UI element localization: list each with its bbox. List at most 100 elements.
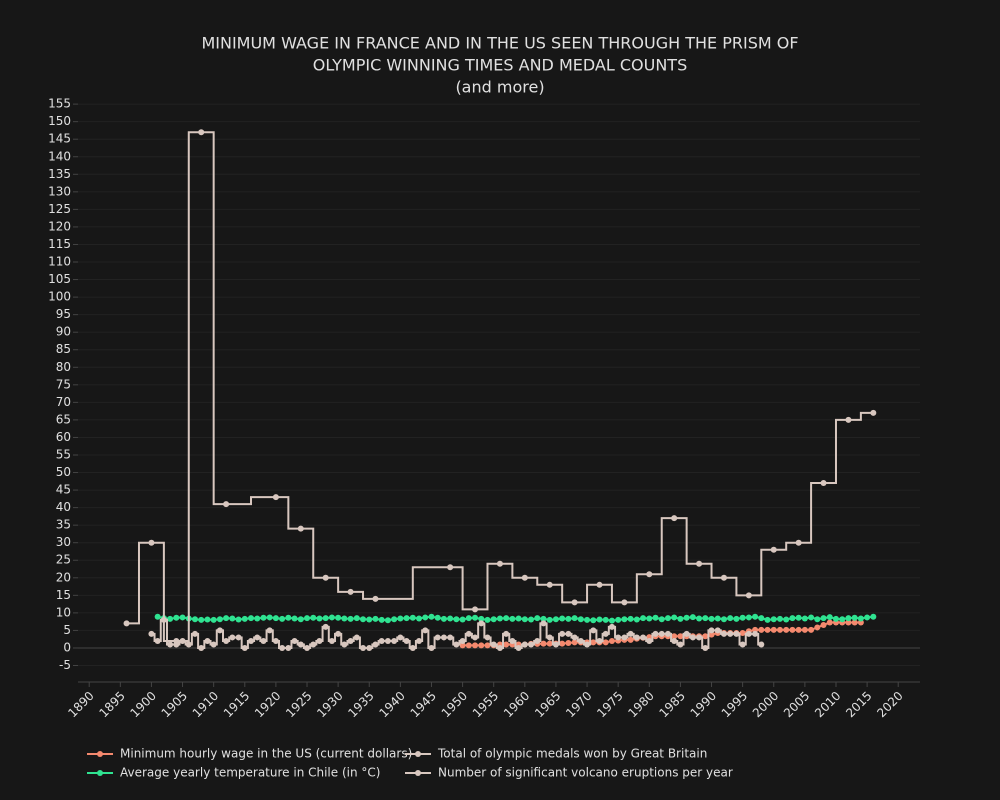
- marker: [434, 614, 441, 621]
- marker: [360, 644, 367, 651]
- marker: [727, 630, 734, 637]
- marker: [229, 634, 236, 641]
- marker: [559, 615, 566, 622]
- marker: [571, 639, 578, 646]
- y-tick-label: 10: [56, 605, 71, 619]
- marker: [254, 615, 261, 622]
- marker: [584, 641, 591, 648]
- marker: [484, 634, 491, 641]
- marker: [783, 626, 790, 633]
- marker: [123, 620, 130, 627]
- marker: [739, 614, 746, 621]
- marker: [745, 592, 752, 599]
- marker: [752, 630, 759, 637]
- marker: [546, 616, 553, 623]
- marker: [528, 641, 535, 648]
- marker: [702, 644, 709, 651]
- marker: [185, 641, 192, 648]
- marker: [590, 627, 597, 634]
- marker: [347, 615, 354, 622]
- marker: [515, 644, 522, 651]
- marker: [739, 630, 746, 637]
- marker: [640, 634, 647, 641]
- marker: [646, 637, 653, 644]
- marker: [179, 614, 186, 621]
- marker: [596, 616, 603, 623]
- marker: [496, 644, 503, 651]
- marker: [248, 615, 255, 622]
- marker: [216, 616, 223, 623]
- legend: Minimum hourly wage in the US (current d…: [87, 747, 733, 780]
- marker: [571, 599, 578, 606]
- y-tick-label: 85: [56, 342, 71, 356]
- legend-label: Number of significant volcano eruptions …: [438, 766, 733, 780]
- marker: [372, 595, 379, 602]
- marker: [671, 633, 678, 640]
- marker: [789, 626, 796, 633]
- marker: [602, 639, 609, 646]
- marker: [789, 615, 796, 622]
- marker: [416, 637, 423, 644]
- marker: [409, 644, 416, 651]
- legend-marker: [97, 770, 103, 776]
- marker: [428, 644, 435, 651]
- marker: [260, 637, 267, 644]
- marker: [328, 614, 335, 621]
- marker: [434, 634, 441, 641]
- marker: [403, 637, 410, 644]
- marker: [677, 641, 684, 648]
- marker: [297, 525, 304, 532]
- marker: [279, 644, 286, 651]
- marker: [745, 614, 752, 621]
- marker: [640, 615, 647, 622]
- marker: [733, 630, 740, 637]
- y-tick-label: 70: [56, 395, 71, 409]
- marker: [179, 637, 186, 644]
- marker: [552, 641, 559, 648]
- marker: [229, 615, 236, 622]
- marker: [459, 642, 466, 649]
- marker: [633, 634, 640, 641]
- marker: [814, 616, 821, 623]
- marker: [664, 615, 671, 622]
- marker: [472, 634, 479, 641]
- marker: [397, 634, 404, 641]
- step-line: [126, 131, 874, 642]
- marker: [509, 637, 516, 644]
- marker: [453, 641, 460, 648]
- marker: [770, 626, 777, 633]
- marker: [503, 615, 510, 622]
- marker: [391, 637, 398, 644]
- marker: [839, 616, 846, 623]
- marker: [304, 615, 311, 622]
- marker: [808, 626, 815, 633]
- marker: [801, 626, 808, 633]
- marker: [353, 634, 360, 641]
- marker: [198, 644, 205, 651]
- marker: [758, 615, 765, 622]
- marker: [279, 615, 286, 622]
- marker: [210, 616, 217, 623]
- marker: [671, 515, 678, 522]
- marker: [310, 614, 317, 621]
- marker: [416, 615, 423, 622]
- chart-title: MINIMUM WAGE IN FRANCE AND IN THE US SEE…: [201, 34, 798, 53]
- y-tick-label: 135: [48, 167, 71, 181]
- marker: [472, 614, 479, 621]
- marker: [198, 616, 205, 623]
- marker: [472, 606, 479, 613]
- marker: [720, 616, 727, 623]
- marker: [621, 616, 628, 623]
- marker: [596, 637, 603, 644]
- marker: [241, 644, 248, 651]
- marker: [316, 615, 323, 622]
- marker: [378, 637, 385, 644]
- legend-label: Total of olympic medals won by Great Bri…: [437, 747, 707, 761]
- marker: [366, 616, 373, 623]
- marker: [608, 623, 615, 630]
- marker: [733, 615, 740, 622]
- marker: [447, 564, 454, 571]
- marker: [260, 614, 267, 621]
- y-tick-label: 115: [48, 237, 71, 251]
